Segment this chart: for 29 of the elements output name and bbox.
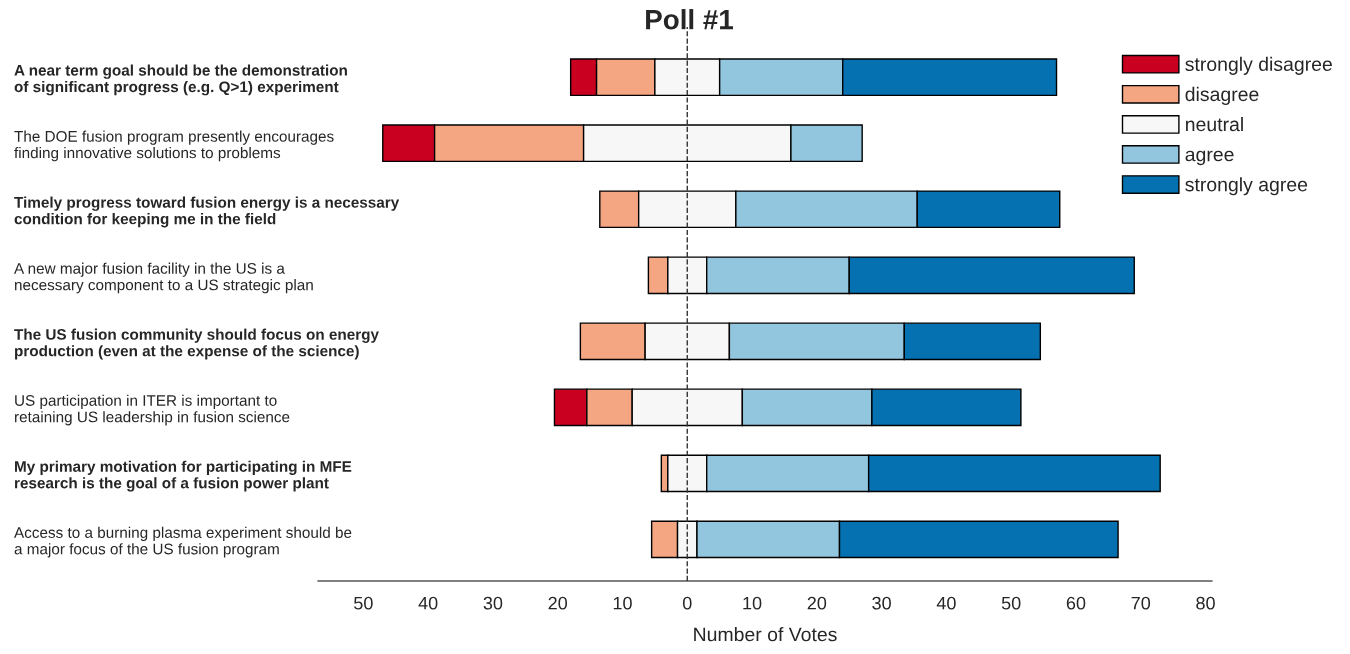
- y-tick-label: US participation in ITER is important to retaining US leadership in fusion science: [15, 394, 290, 426]
- y-tick-label: Timely progress toward fusion energy is a necessary condition for keeping me in the field: [14, 196, 400, 228]
- chart-title: Poll #1: [646, 9, 733, 30]
- legend-label: strongly agree: [1185, 177, 1308, 196]
- x-tick-label: 70: [1131, 596, 1151, 610]
- x-tick-label: 10: [743, 596, 762, 610]
- y-tick-label: A new major fusion facility in the US is a necessary component to a US strategic plan: [14, 262, 313, 294]
- x-tick-label: 30: [872, 596, 891, 610]
- x-tick-label: 50: [1001, 596, 1021, 610]
- x-tick-label: 20: [807, 596, 827, 610]
- x-axis-title: Number of Votes: [694, 627, 837, 642]
- x-tick-label: 40: [936, 596, 956, 610]
- x-tick-label: 50: [354, 596, 373, 610]
- legend-label: agree: [1185, 150, 1234, 166]
- x-tick-label: 20: [548, 596, 568, 610]
- legend-label: neutral: [1186, 116, 1243, 132]
- x-tick-label: 30: [483, 596, 503, 610]
- y-tick-label: A near term goal should be the demonstration of significant progress (e.g. Q>1) experiment: [14, 64, 347, 96]
- x-tick-label: 10: [613, 596, 632, 610]
- y-tick-label: The DOE fusion program presently encourages finding innovative solutions to problems: [14, 130, 334, 162]
- x-tick-label: 60: [1066, 596, 1086, 610]
- y-tick-label: My primary motivation for participating in MFE research is the goal of a fusion power plant: [15, 460, 352, 492]
- x-tick-label: 80: [1196, 596, 1215, 610]
- y-tick-label: The US fusion community should focus on energy production (even at the expense of the science): [14, 328, 379, 360]
- y-tick-label: Access to a burning plasma experiment should be a major focus of the US fusion program: [14, 526, 352, 558]
- legend-label: disagree: [1185, 86, 1259, 105]
- x-tick-label: 40: [418, 596, 438, 610]
- legend-label: strongly disagree: [1185, 56, 1332, 75]
- x-tick-label: 0: [682, 596, 692, 610]
